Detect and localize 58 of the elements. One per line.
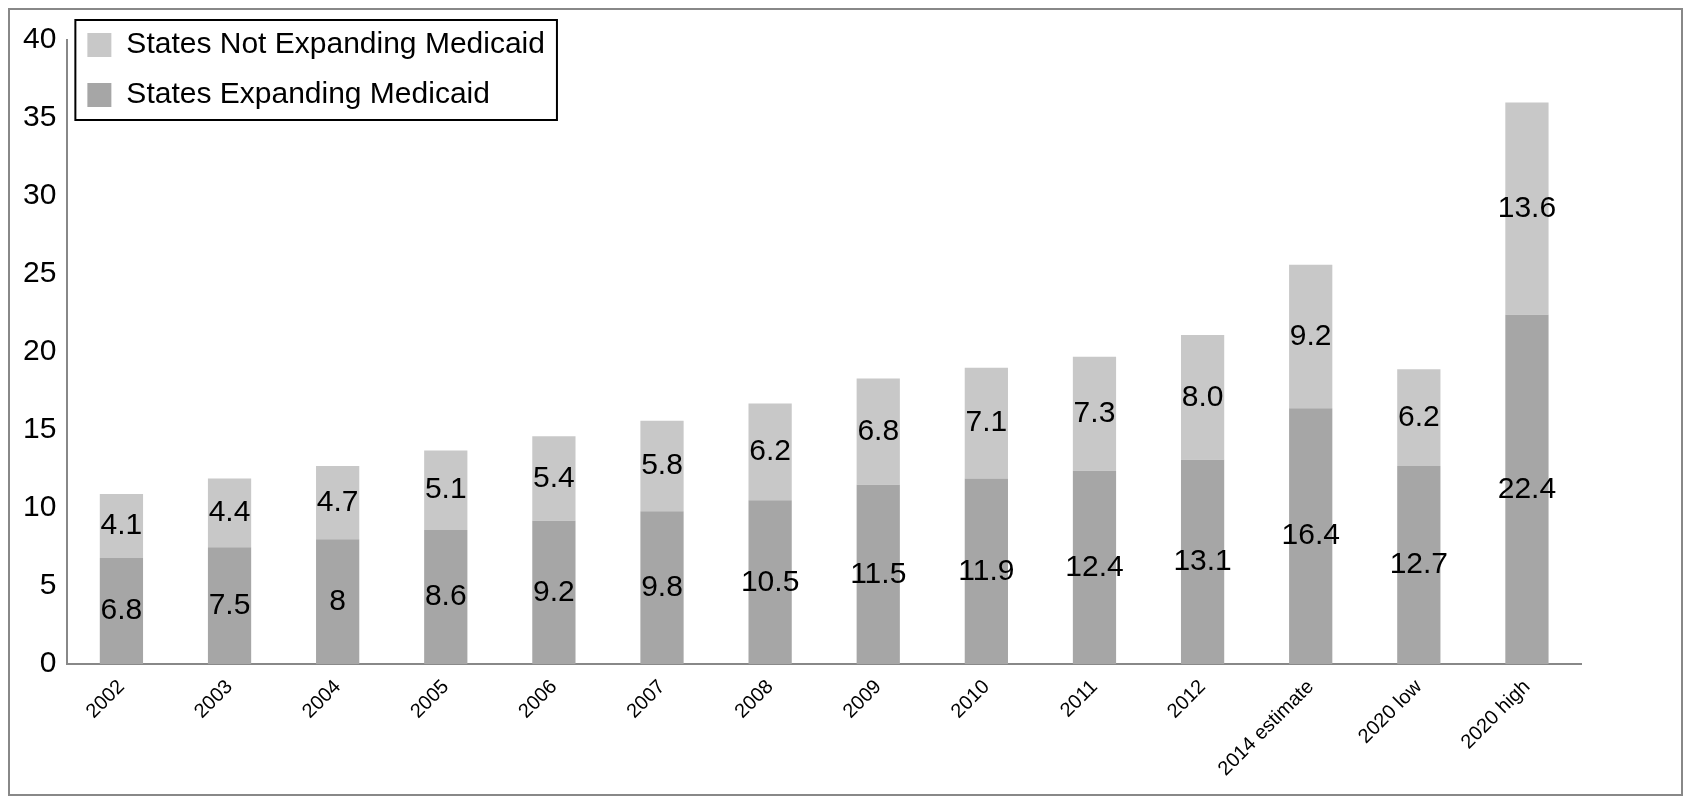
y-tick-label: 40 [22,21,57,55]
bar [99,558,144,665]
bar [1072,356,1117,471]
data-label: 6.8 [100,592,143,626]
bar [207,478,252,548]
bar [532,436,576,521]
data-label: 11.9 [958,552,1015,586]
data-label: 6.2 [749,433,791,467]
data-label: 7.3 [1073,395,1116,428]
data-label: 9.8 [641,568,683,602]
data-label: 22.4 [1497,470,1557,504]
bar [856,378,900,485]
bar [99,494,144,559]
data-label: 10.5 [740,563,800,597]
bar [748,403,792,501]
y-tick-label: 15 [22,411,57,445]
bar [1180,334,1225,460]
bar [316,539,360,665]
data-label: 5.4 [533,459,575,493]
bar [1397,369,1441,467]
data-label: 12.7 [1389,546,1449,580]
data-label: 6.8 [857,412,900,446]
bar [424,529,468,665]
bar [640,420,684,512]
data-label: 5.8 [641,447,683,481]
data-label: 6.2 [1397,398,1440,432]
data-label: 9.2 [533,573,575,607]
bar [532,520,576,665]
y-tick-label: 25 [22,255,57,289]
data-label: 7.1 [965,404,1008,438]
bar [207,547,252,665]
bar [316,466,360,540]
data-label: 8.6 [424,578,467,612]
data-label: 13.6 [1497,189,1557,223]
legend-label: States Expanding Medicaid [126,76,490,110]
y-tick-label: 35 [22,99,57,133]
bar [424,450,468,530]
bar [640,511,684,665]
data-label: 12.4 [1065,548,1124,582]
bar [1289,264,1333,409]
data-label: 11.5 [850,555,907,589]
y-tick-label: 20 [22,333,57,367]
y-tick-label: 0 [39,645,57,679]
y-tick-label: 30 [22,177,57,211]
data-label: 13.1 [1173,543,1232,577]
data-label: 8 [329,583,346,617]
y-tick-label: 5 [39,567,57,601]
y-tick-label: 10 [22,489,57,523]
data-label: 8.0 [1181,378,1224,412]
data-label: 7.5 [208,586,251,620]
data-label: 5.1 [424,471,467,505]
data-label: 9.2 [1289,317,1332,351]
data-label: 16.4 [1281,517,1340,551]
data-label: 4.7 [316,483,359,517]
legend-label: States Not Expanding Medicaid [126,26,545,60]
data-label: 4.1 [100,507,143,541]
data-label: 4.4 [208,494,251,528]
bar [964,367,1008,479]
